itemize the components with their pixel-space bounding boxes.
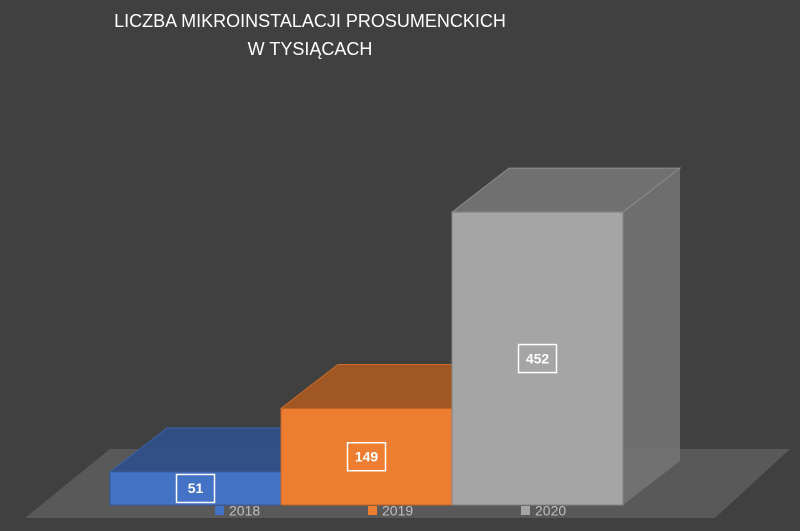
data-label-box bbox=[175, 473, 216, 504]
legend-label: 2020 bbox=[535, 503, 566, 519]
legend-swatch bbox=[368, 506, 377, 515]
bar-side bbox=[623, 168, 680, 505]
legend-label: 2019 bbox=[382, 503, 413, 519]
bar-front bbox=[451, 211, 624, 506]
legend-swatch bbox=[215, 506, 224, 515]
bar-front bbox=[109, 471, 282, 506]
legend-label: 2018 bbox=[229, 503, 260, 519]
data-label-box bbox=[517, 343, 558, 374]
chart-title: W TYSIĄCACH bbox=[248, 39, 373, 59]
chart-title: LICZBA MIKROINSTALACJI PROSUMENCKICH bbox=[114, 11, 506, 31]
data-label: 452 bbox=[526, 350, 550, 366]
data-label-box bbox=[346, 441, 387, 472]
data-label: 149 bbox=[355, 448, 379, 464]
bar bbox=[450, 167, 682, 506]
legend-swatch bbox=[521, 506, 530, 515]
data-label: 51 bbox=[188, 480, 204, 496]
